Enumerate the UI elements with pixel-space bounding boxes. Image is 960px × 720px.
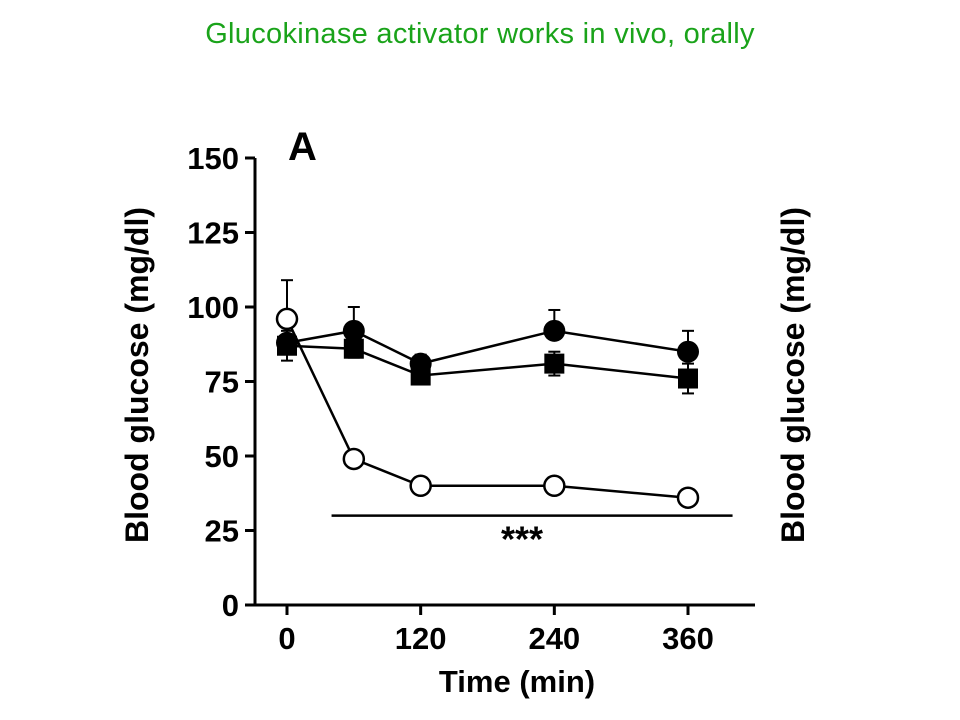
data-point: [543, 319, 566, 342]
x-tick-label: 120: [395, 621, 447, 656]
data-point: [275, 307, 299, 331]
data-point: [342, 319, 365, 342]
data-point: [410, 365, 431, 386]
data-point: [543, 474, 566, 498]
data-point: [277, 335, 297, 356]
series-filled-circle: [276, 306, 699, 375]
data-point: [409, 474, 432, 498]
panel-label: A: [288, 125, 317, 169]
significance-stars: ***: [501, 519, 543, 560]
data-series: [275, 279, 700, 509]
y-tick-label: 100: [187, 290, 239, 325]
y-axis-label-right: Blood glucose (mg/dl): [775, 207, 811, 543]
data-point: [343, 338, 364, 359]
y-tick-label: 150: [187, 141, 239, 176]
series-open-circle: [275, 279, 700, 509]
y-axis-ticks: 0 25 50 75 100 125 150: [187, 141, 255, 623]
x-axis-label: Time (min): [439, 664, 595, 699]
y-axis-label: Blood glucose (mg/dl): [119, 207, 155, 543]
y-tick-label: 125: [187, 216, 239, 251]
x-tick-label: 240: [528, 621, 580, 656]
data-point: [677, 340, 699, 363]
x-tick-label: 360: [662, 621, 714, 656]
y-tick-label: 50: [205, 439, 239, 474]
x-tick-label: 0: [278, 621, 295, 656]
data-point: [544, 353, 565, 374]
slide-title: Glucokinase activator works in vivo, ora…: [205, 18, 755, 50]
x-axis-ticks: 0 120 240 360: [278, 605, 714, 656]
y-tick-label: 0: [222, 588, 239, 623]
data-point: [342, 447, 366, 471]
data-point: [678, 368, 698, 389]
y-tick-label: 75: [205, 365, 239, 400]
y-tick-label: 25: [205, 514, 239, 549]
significance-annotation: ***: [331, 514, 733, 560]
data-point: [676, 486, 700, 509]
series-filled-square: [277, 329, 698, 395]
